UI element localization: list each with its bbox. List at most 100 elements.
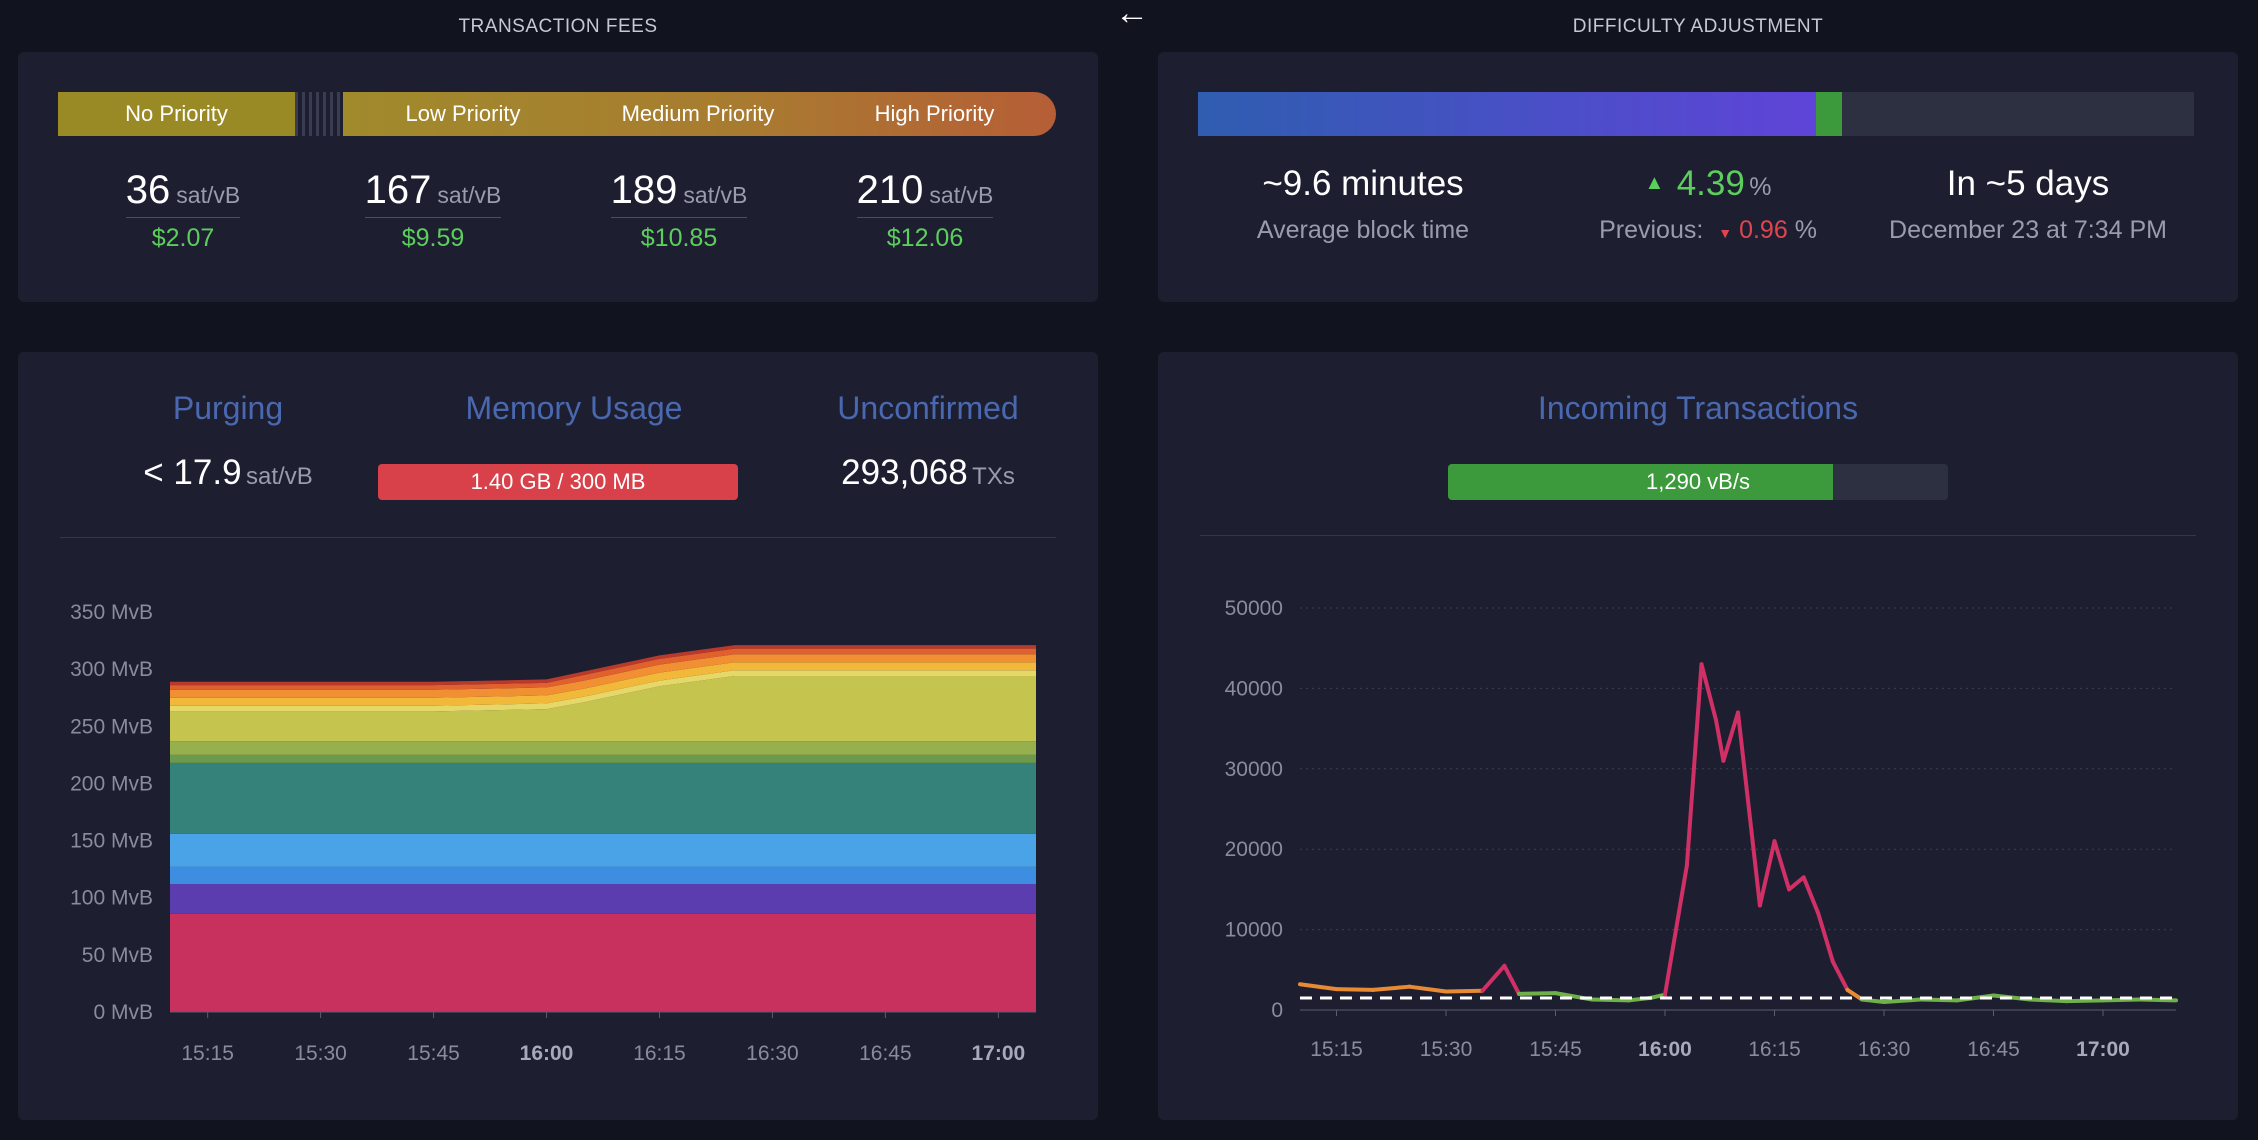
arrow-up-icon: ▲ [1644,172,1665,194]
unconfirmed-stat: Unconfirmed 293,068 TXs [778,390,1078,493]
divider [1200,535,2196,536]
incoming-rate-bar: 1,290 vB/s [1448,464,1948,500]
back-arrow-icon[interactable]: ← [1115,0,1149,32]
y-tick-label: 40000 [1225,677,1283,700]
block-time-value: ~9.6 minutes [1262,164,1464,203]
fee-usd: $2.07 [151,224,215,252]
area-series [170,648,1036,690]
incoming-title: Incoming Transactions [1537,390,1859,426]
line-segment [1845,987,1865,1002]
line-segment [2028,997,2069,1004]
line-segment [1684,662,1704,868]
difficulty-change: ▲ 4.39 % Previous: ▼ 0.96 % [1558,164,1858,245]
block-time-label: Average block time [1256,216,1470,244]
transaction-fees-card: No Priority Low Priority Medium Priority… [18,52,1098,302]
line-segment [1772,839,1792,892]
area-series [170,754,1036,763]
fee-usd: $9.59 [401,224,465,252]
line-segment [1298,982,1339,992]
area-series [170,833,1036,867]
area-series [170,670,1036,712]
x-tick-label: 17:00 [971,1042,1025,1065]
line-segment [1502,963,1521,996]
previous-unit: % [1794,216,1817,244]
fee-usd: $10.85 [640,224,718,252]
y-tick-label: 10000 [1225,919,1283,942]
line-segment [1736,710,1755,844]
previous-label: Previous: [1599,216,1704,244]
incoming-transactions-chart[interactable]: 0 10000 20000 30000 40000 50000 15:15 15:30 15:4… [1158,552,2238,1112]
fee-unit: sat/vB [176,182,241,208]
x-tick-label: 17:00 [2076,1038,2130,1061]
fee-value: 210 [856,168,924,212]
line-segment [1816,911,1835,964]
area-series [170,913,1036,1012]
line-segment [1918,997,1959,1003]
fee-gap-separator [295,92,343,136]
line-segment [1860,997,1886,1004]
memory-usage-stat: Memory Usage [378,390,770,427]
fee-gradient-bar: Low Priority Medium Priority High Priori… [343,92,1056,136]
y-tick-label: 350 MvB [70,601,153,624]
line-segment [2064,998,2105,1004]
line-segment [1648,992,1667,1000]
fee-priority-bar: No Priority Low Priority Medium Priority… [58,92,1056,136]
fee-high-priority: 210 sat/vB $12.06 [820,168,1030,253]
memory-usage-bar: 1.40 GB / 300 MB [378,464,738,500]
line-segment [1882,997,1923,1004]
x-tick-label: 15:30 [294,1042,347,1065]
fee-no-priority: 36 sat/vB $2.07 [78,168,288,253]
y-tick-label: 150 MvB [70,830,153,853]
mempool-size-chart[interactable]: 0 MvB 50 MvB 100 MvB 150 MvB 200 MvB 250 MvB 3… [18,552,1098,1112]
fee-unit: sat/vB [929,182,994,208]
eta-value: In ~5 days [1946,164,2110,203]
area-series [170,866,1036,884]
fee-unit: sat/vB [437,182,502,208]
y-tick-label: 50 MvB [82,944,153,967]
x-tick-label: 15:15 [1310,1038,1363,1061]
area-series [170,676,1036,742]
difficulty-section-title: DIFFICULTY ADJUSTMENT [1572,16,1824,37]
y-tick-label: 0 MvB [93,1001,153,1024]
line-segment [1480,963,1507,993]
x-tick-label: 15:30 [1420,1038,1473,1061]
line-segment [1830,959,1850,992]
difficulty-progress-bar [1198,92,2194,136]
mempool-card: Purging < 17.9 sat/vB Memory Usage 1.40 … [18,352,1098,1120]
fee-value: 189 [610,168,678,212]
memory-usage-label: Memory Usage [465,390,683,426]
unconfirmed-label: Unconfirmed [837,390,1019,426]
unconfirmed-value: 293,068 [841,453,968,492]
unconfirmed-unit: TXs [972,463,1015,490]
fee-values: 36 sat/vB $2.07 167 sat/vB $9.59 189 sat/vB… [58,168,1056,268]
x-tick-label: 16:15 [1748,1038,1801,1061]
line-segment [1757,839,1777,908]
fee-medium-priority: 189 sat/vB $10.85 [574,168,784,253]
line-segment [1801,875,1821,916]
fee-segment-low-priority: Low Priority [405,101,521,126]
y-tick-label: 100 MvB [70,887,153,910]
y-tick-label: 30000 [1225,758,1283,781]
y-tick-label: 50000 [1225,597,1283,620]
x-tick-label: 16:30 [1858,1038,1911,1061]
purging-unit: sat/vB [246,463,313,490]
purging-label: Purging [172,390,284,426]
previous-value: 0.96 [1739,216,1788,244]
x-tick-label: 15:15 [181,1042,234,1065]
line-segment [1955,993,1996,1003]
incoming-rate-fill [1448,464,1833,500]
line-segment [1714,718,1726,763]
line-segment [1721,710,1740,763]
x-tick-label: 16:00 [520,1042,574,1065]
area-series [170,662,1036,706]
line-segment [1590,997,1631,1003]
fee-usd: $12.06 [886,224,964,252]
line-segment [1699,662,1719,723]
line-segment [1517,991,1558,996]
line-segment [1334,987,1375,992]
fee-unit: sat/vB [683,182,748,208]
line-segment [1787,875,1806,892]
fees-section-title: TRANSACTION FEES [458,16,658,37]
arrow-down-icon: ▼ [1718,225,1733,241]
line-segment [1663,863,1689,997]
